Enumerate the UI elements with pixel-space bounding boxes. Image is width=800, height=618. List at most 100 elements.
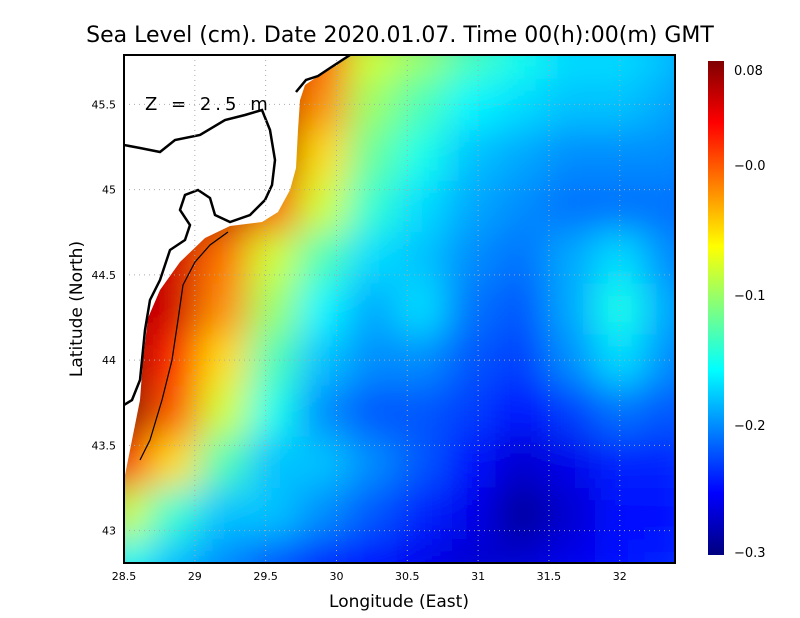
- heatmap-cell: [594, 436, 646, 489]
- heatmap-cell: [495, 334, 547, 387]
- heatmap-cell: [297, 130, 349, 183]
- x-tick-label: 32: [613, 570, 627, 583]
- coastline: [124, 55, 351, 407]
- heatmap-cell: [347, 130, 398, 183]
- heatmap-cell: [396, 385, 448, 438]
- heatmap-cell: [347, 283, 398, 336]
- heatmap-cell: [247, 334, 299, 387]
- heatmap-cell: [198, 283, 249, 336]
- heatmap-cell: [545, 385, 596, 438]
- heatmap-cell: [545, 334, 596, 387]
- heatmap-cell: [545, 181, 596, 234]
- x-tick-label: 31.5: [537, 570, 562, 583]
- heatmap-cell: [545, 539, 596, 563]
- heatmap-cell: [297, 436, 349, 489]
- heatmap-cell: [148, 487, 200, 541]
- heatmap-cell: [545, 283, 596, 336]
- heatmap-cell: [644, 436, 675, 489]
- depth-annotation: Z = 2.5 m: [145, 94, 272, 115]
- y-tick-label: 43: [102, 525, 116, 538]
- heatmap-cell: [124, 487, 150, 541]
- heatmap-cell: [396, 130, 448, 183]
- x-tick-label: 31: [471, 570, 485, 583]
- heatmap-cell: [594, 78, 646, 132]
- heatmap-cell: [198, 436, 249, 489]
- colorbar-tick-label: −0.0: [734, 159, 766, 174]
- heatmap-cell: [347, 385, 398, 438]
- heatmap-cell: [545, 232, 596, 285]
- heatmap-cell: [644, 181, 675, 234]
- heatmap-cell: [644, 385, 675, 438]
- colorbar-tick-label: 0.08: [734, 64, 763, 79]
- heatmap-cell: [198, 232, 249, 285]
- heatmap-cell: [247, 283, 299, 336]
- heatmap-cell: [446, 283, 497, 336]
- heatmap-cell: [148, 385, 200, 438]
- heatmap-cell: [495, 232, 547, 285]
- land-mass: [124, 55, 350, 480]
- heatmap-cell: [495, 283, 547, 336]
- heatmap-cell: [495, 181, 547, 234]
- heatmap-cell: [347, 55, 398, 80]
- heatmap-cell: [545, 436, 596, 489]
- coastline-inner: [139, 231, 229, 461]
- heatmap-cell: [446, 385, 497, 438]
- heatmap-cell: [545, 487, 596, 541]
- heatmap-cell: [124, 539, 150, 563]
- heatmap-cell: [396, 436, 448, 489]
- x-axis-label: Longitude (East): [329, 592, 469, 612]
- y-tick-label: 45: [102, 184, 116, 197]
- heatmap-cell: [297, 232, 349, 285]
- heatmap-cell: [446, 487, 497, 541]
- heatmap-cell: [198, 539, 249, 563]
- heatmap-cell: [347, 436, 398, 489]
- heatmap-cell: [446, 55, 497, 80]
- x-tick-label: 30: [329, 570, 343, 583]
- colorbar-tick-label: −0.3: [734, 546, 766, 561]
- x-tick-label: 28.5: [112, 570, 137, 583]
- heatmap-cell: [198, 385, 249, 438]
- heatmap-cell: [545, 55, 596, 80]
- heatmap-cell: [594, 130, 646, 183]
- heatmap-cell: [247, 487, 299, 541]
- heatmap-cell: [594, 539, 646, 563]
- heatmap-cell: [198, 334, 249, 387]
- heatmap-cell: [297, 334, 349, 387]
- y-tick-label: 44: [102, 354, 116, 367]
- chart-title: Sea Level (cm). Date 2020.01.07. Time 00…: [86, 23, 714, 48]
- heatmap-cell: [495, 539, 547, 563]
- heatmap-cell: [545, 130, 596, 183]
- heatmap-cell: [396, 487, 448, 541]
- heatmap-cell: [347, 539, 398, 563]
- heatmap-cell: [396, 55, 448, 80]
- heatmap-cell: [297, 539, 349, 563]
- heatmap-cell: [396, 283, 448, 336]
- heatmap-cell: [297, 181, 349, 234]
- heatmap-cell: [247, 436, 299, 489]
- heatmap-cell: [247, 539, 299, 563]
- heatmap-cell: [495, 55, 547, 80]
- plot-frame: [123, 54, 676, 564]
- heatmap-cell: [495, 78, 547, 132]
- y-tick-label: 43.5: [92, 439, 117, 452]
- heatmap-cell: [644, 130, 675, 183]
- x-tick-label: 30.5: [395, 570, 420, 583]
- heatmap-cell: [594, 385, 646, 438]
- heatmap-cell: [644, 55, 675, 80]
- heatmap-cell: [148, 436, 200, 489]
- heatmap-cell: [446, 539, 497, 563]
- heatmap-cell: [446, 130, 497, 183]
- heatmap-cell: [148, 539, 200, 563]
- heatmap-cell: [644, 232, 675, 285]
- heatmap-cell: [396, 539, 448, 563]
- heatmap-cell: [644, 539, 675, 563]
- heatmap-cell: [297, 283, 349, 336]
- heatmap-cell: [396, 181, 448, 234]
- colorbar: [708, 61, 724, 555]
- heatmap-cell: [396, 334, 448, 387]
- heatmap-cell: [347, 232, 398, 285]
- heatmap-cell: [198, 487, 249, 541]
- heatmap-cell: [446, 232, 497, 285]
- heatmap-cell: [446, 181, 497, 234]
- heatmap-cell: [297, 487, 349, 541]
